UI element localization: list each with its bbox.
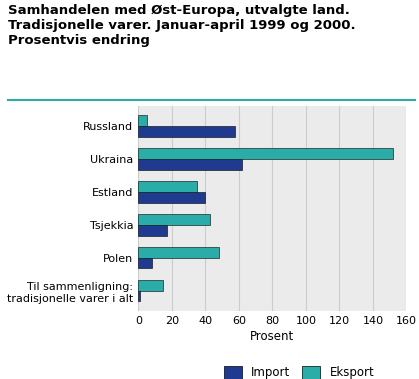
Bar	[138, 192, 205, 202]
Bar	[138, 258, 152, 268]
Bar	[138, 291, 140, 301]
Bar	[138, 149, 393, 159]
Bar	[138, 215, 210, 225]
Bar	[138, 247, 219, 258]
Text: Samhandelen med Øst-Europa, utvalgte land.
Tradisjonelle varer. Januar-april 199: Samhandelen med Øst-Europa, utvalgte lan…	[8, 4, 356, 47]
Bar	[138, 182, 197, 192]
Bar	[138, 280, 163, 291]
Bar	[138, 116, 147, 126]
X-axis label: Prosent: Prosent	[250, 330, 295, 343]
Bar	[138, 159, 242, 169]
Bar	[138, 126, 235, 136]
Bar	[138, 225, 167, 235]
Legend: Import, Eksport: Import, Eksport	[220, 362, 379, 379]
